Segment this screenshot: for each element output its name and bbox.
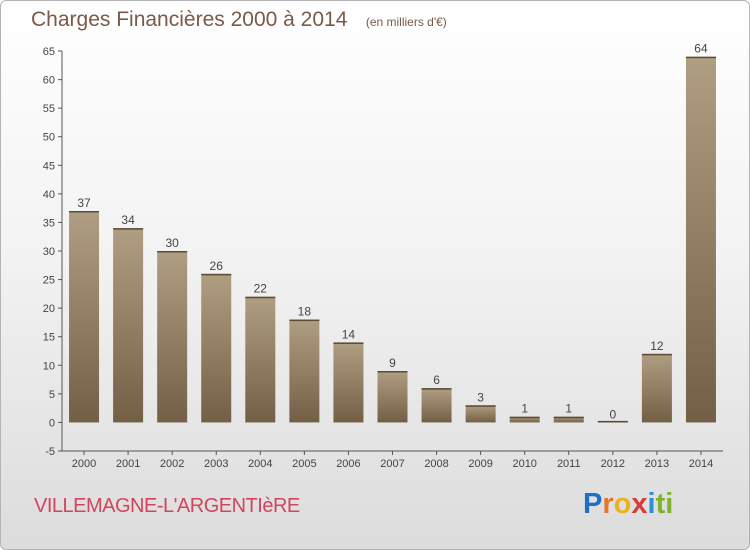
x-tick-label: 2013 (645, 458, 669, 470)
bar (201, 273, 232, 423)
y-tick-label: 10 (43, 360, 55, 372)
bar-value-label: 1 (565, 402, 572, 416)
bar-value-label: 26 (210, 259, 224, 273)
y-tick-label: 20 (43, 303, 55, 315)
x-tick-label: 2011 (557, 458, 581, 470)
chart-title: Charges Financières 2000 à 2014 (31, 8, 348, 31)
proxiti-logo: Proxiti (583, 488, 673, 521)
bar-value-label: 30 (165, 236, 179, 250)
x-tick-label: 2001 (116, 458, 140, 470)
x-tick-label: 2012 (601, 458, 625, 470)
bar (421, 388, 452, 423)
y-tick-label: 35 (43, 217, 55, 229)
y-tick-label: 60 (43, 75, 55, 87)
x-tick-label: 2008 (424, 458, 448, 470)
bar (465, 405, 496, 423)
bar-value-label: 34 (121, 213, 135, 227)
bar-value-label: 22 (254, 282, 268, 296)
bar-value-label: 14 (342, 327, 356, 341)
bar-top-edge (421, 388, 452, 390)
bar-top-edge (509, 416, 540, 419)
bar (509, 416, 540, 423)
bar (245, 296, 276, 423)
x-tick-label: 2014 (689, 458, 713, 470)
x-tick-label: 2005 (292, 458, 316, 470)
bar-value-label: 64 (694, 42, 708, 56)
bar-top-edge (289, 319, 320, 322)
bar-top-edge (201, 273, 232, 276)
logo-letter: i (647, 488, 656, 520)
y-tick-label: 55 (43, 103, 55, 115)
y-tick-label: 25 (43, 275, 55, 287)
bar (685, 56, 716, 423)
bar-top-edge (377, 371, 408, 373)
bar (289, 319, 320, 423)
y-tick-label: 40 (43, 189, 55, 201)
bar (157, 251, 188, 423)
bar-top-edge (553, 416, 584, 419)
x-tick-label: 2010 (512, 458, 536, 470)
bar-value-label: 12 (650, 339, 664, 353)
y-tick-label: 5 (49, 389, 55, 401)
bar-value-label: 37 (77, 196, 91, 210)
bar-top-edge (685, 56, 716, 59)
y-tick-label: 50 (43, 132, 55, 144)
x-tick-label: 2002 (160, 458, 184, 470)
bar-top-edge (69, 211, 100, 213)
bar-value-label: 1 (521, 402, 528, 416)
bar (377, 371, 408, 423)
bar-value-label: 6 (433, 373, 440, 387)
y-tick-label: -5 (45, 446, 55, 458)
x-tick-label: 2000 (72, 458, 96, 470)
y-tick-label: 15 (43, 332, 55, 344)
x-tick-label: 2007 (380, 458, 404, 470)
bar-value-label: 18 (298, 305, 312, 319)
bar-top-edge (641, 353, 672, 356)
bar (333, 342, 364, 423)
y-tick-label: 0 (49, 417, 55, 429)
logo-letter: x (631, 488, 648, 520)
y-tick-label: 30 (43, 246, 55, 258)
bar-top-edge (113, 228, 144, 230)
bar (69, 211, 100, 423)
bar (113, 228, 144, 423)
logo-letter: t (655, 488, 666, 520)
x-tick-label: 2009 (468, 458, 492, 470)
bar (553, 416, 584, 423)
bar-top-edge (465, 405, 496, 407)
bar-top-edge (157, 251, 188, 253)
x-tick-label: 2006 (336, 458, 360, 470)
y-tick-label: 65 (43, 46, 55, 58)
y-tick-label: 45 (43, 160, 55, 172)
bar-top-edge (333, 342, 364, 344)
commune-name: VILLEMAGNE-L'ARGENTIèRE (34, 495, 300, 517)
x-tick-label: 2004 (248, 458, 272, 470)
bar-top-edge (597, 420, 628, 423)
bar-value-label: 0 (609, 407, 616, 421)
x-tick-label: 2003 (204, 458, 228, 470)
bar-top-edge (245, 296, 276, 299)
bar (641, 353, 672, 423)
logo-letter: P (583, 488, 603, 520)
bar-value-label: 3 (477, 390, 484, 404)
chart-subtitle: (en milliers d'€) (365, 15, 447, 29)
logo-letter: i (665, 488, 674, 520)
logo-letter: o (613, 488, 632, 520)
title-row: Charges Financières 2000 à 2014 (en mill… (31, 8, 447, 32)
bar-value-label: 9 (389, 356, 396, 370)
logo-letter: r (602, 488, 614, 520)
